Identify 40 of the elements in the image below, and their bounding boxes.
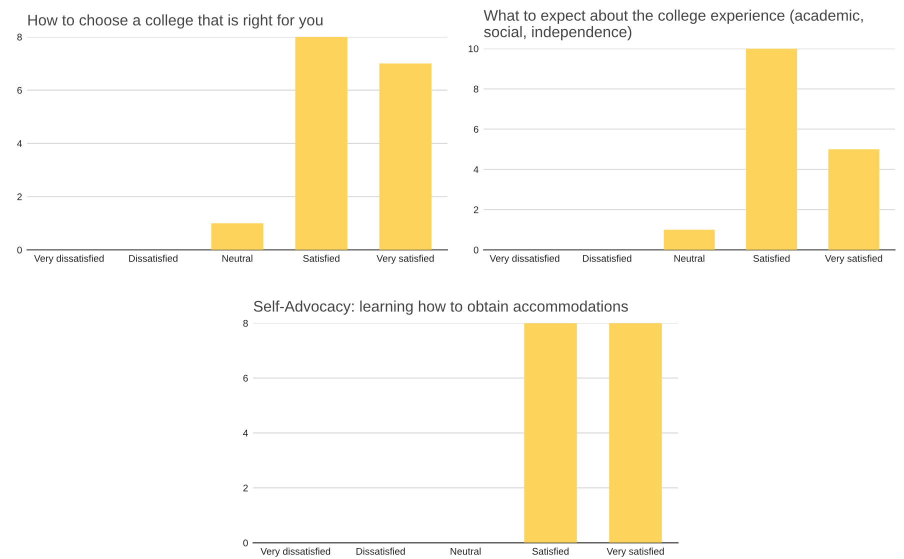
y-tick-label: 2 xyxy=(243,484,248,492)
x-tick-label: Dissatisfied xyxy=(356,548,405,555)
y-tick-label: 4 xyxy=(243,430,248,436)
x-tick-label: Neutral xyxy=(222,254,252,262)
y-tick-label: 8 xyxy=(474,86,478,92)
chart-title: What to expect about the college experience (academic, social, independence) xyxy=(484,10,863,40)
y-tick-label: 10 xyxy=(468,45,478,52)
bar xyxy=(746,48,798,250)
y-tick-label: 0 xyxy=(17,246,22,254)
x-tick-label: Satisfied xyxy=(532,548,569,555)
x-tick-label: Very satisfied xyxy=(824,254,882,264)
x-tick-label: Satisfied xyxy=(303,254,340,262)
y-tick-label: 6 xyxy=(17,86,22,94)
chart-title: Self-Advocacy: learning how to obtain accommodations xyxy=(254,300,628,315)
y-tick-label: 0 xyxy=(474,246,478,254)
y-tick-label: 6 xyxy=(243,374,248,382)
y-tick-label: 4 xyxy=(474,166,478,173)
y-tick-label: 6 xyxy=(474,126,478,133)
bar xyxy=(379,64,432,250)
x-tick-label: Very satisfied xyxy=(376,254,434,264)
x-tick-label: Satisfied xyxy=(753,254,790,262)
x-tick-label: Very satisfied xyxy=(606,548,664,557)
y-tick-label: 4 xyxy=(17,140,22,147)
x-tick-label: Very dissatisfied xyxy=(490,254,560,264)
chart-title: How to choose a college that is right for you xyxy=(28,14,322,29)
bar xyxy=(295,36,348,250)
y-tick-label: 0 xyxy=(243,540,248,546)
y-tick-label: 8 xyxy=(17,34,22,41)
y-tick-label: 8 xyxy=(243,320,248,327)
x-tick-label: Very dissatisfied xyxy=(34,254,104,264)
x-tick-label: Very dissatisfied xyxy=(260,548,330,557)
bar xyxy=(211,223,264,250)
x-tick-label: Neutral xyxy=(450,548,481,555)
bar xyxy=(664,230,715,250)
bar xyxy=(828,149,880,250)
x-tick-label: Dissatisfied xyxy=(582,254,632,262)
x-tick-label: Neutral xyxy=(674,254,704,262)
y-tick-label: 2 xyxy=(474,206,478,214)
x-tick-label: Dissatisfied xyxy=(129,254,178,262)
y-tick-label: 2 xyxy=(17,193,22,200)
